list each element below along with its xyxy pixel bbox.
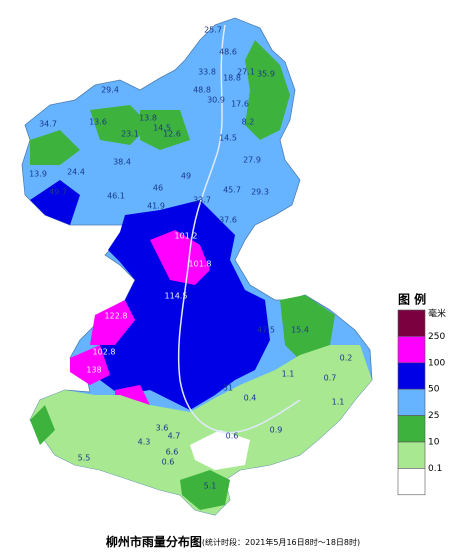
- legend-swatch: [397, 468, 426, 496]
- station-value: 101.2: [175, 232, 198, 241]
- legend-threshold: 250: [428, 332, 445, 342]
- station-value: 15.4: [291, 326, 309, 335]
- station-value: 25.7: [204, 26, 222, 35]
- station-value: 34.7: [39, 120, 57, 129]
- station-value: 46.1: [107, 192, 125, 201]
- region-50-100: [30, 180, 270, 410]
- station-value: 5.5: [78, 454, 91, 463]
- legend-threshold: 100: [428, 358, 445, 368]
- region-0.1-10: [30, 345, 372, 515]
- station-value: 12.6: [163, 130, 181, 139]
- station-value: 6.6: [166, 448, 179, 457]
- station-value: 37.6: [219, 216, 237, 225]
- station-value: 3.6: [156, 424, 169, 433]
- legend-threshold: 25: [428, 411, 439, 421]
- station-value: 29.4: [101, 86, 119, 95]
- station-value: 8.2: [242, 118, 255, 127]
- legend-threshold: 0.1: [428, 464, 442, 474]
- station-value: 0.6: [162, 458, 175, 467]
- station-value: 1.1: [332, 398, 345, 407]
- station-values: 25.7 48.6 33.8 27.1 35.9 18.8 48.830.9 17.6 29.4…: [29, 26, 352, 491]
- station-value: 35.9: [257, 70, 275, 79]
- station-value: 27.9: [243, 156, 261, 165]
- station-value: 138: [86, 366, 101, 375]
- subtitle: (统计时段：2021年5月16日8时～18日8时): [202, 537, 360, 547]
- title: 柳州市雨量分布图: [106, 534, 202, 549]
- station-value: 101.8: [189, 260, 212, 269]
- station-value: 14.5: [153, 124, 171, 133]
- station-value: 48.8: [193, 86, 211, 95]
- station-value: 33.8: [198, 68, 216, 77]
- station-value: 18.8: [223, 74, 241, 83]
- station-value: 23.1: [121, 130, 139, 139]
- station-value: 13.9: [29, 170, 47, 179]
- station-value: 14.5: [219, 134, 237, 143]
- station-value: 17.6: [231, 100, 249, 109]
- map-title: 柳州市雨量分布图(统计时段：2021年5月16日8时～18日8时): [106, 534, 360, 549]
- legend-threshold: 50: [428, 385, 440, 395]
- station-value: 102.8: [93, 348, 116, 357]
- station-value: 29.3: [251, 188, 269, 197]
- station-value: 1.1: [282, 370, 295, 379]
- region-10-25-south: [30, 405, 230, 510]
- station-value: 4.3: [138, 438, 151, 447]
- legend-swatch: [397, 415, 426, 443]
- station-value: 13.6: [89, 118, 107, 127]
- station-value: 46: [153, 184, 163, 193]
- station-value: 0.2: [340, 354, 353, 363]
- legend-swatch: [397, 388, 426, 416]
- station-value: 13.8: [139, 114, 157, 123]
- river: [177, 24, 301, 434]
- station-value: 24.4: [67, 168, 85, 177]
- map-regions: [21, 17, 373, 516]
- station-value: 48.6: [219, 48, 237, 57]
- legend-swatch: [397, 309, 426, 337]
- legend-title: 图 例: [398, 292, 426, 307]
- legend-swatch: [397, 362, 426, 390]
- station-value: 122.8: [105, 312, 128, 321]
- station-value: 0.4: [244, 394, 257, 403]
- legend-swatch: [397, 441, 426, 469]
- station-value: 4.7: [168, 432, 181, 441]
- station-value: 0.6: [226, 432, 239, 441]
- station-value: 47.5: [257, 326, 275, 335]
- legend: 毫米 250 100 50 25 10 0.1: [397, 308, 446, 496]
- station-value: 0.9: [270, 426, 283, 435]
- station-value: 31: [223, 384, 233, 393]
- region-below-0.1: [190, 430, 250, 470]
- station-value: 5.1: [204, 482, 217, 491]
- station-value: 38.4: [113, 158, 131, 167]
- station-value: 27.1: [237, 68, 255, 77]
- legend-unit: 毫米: [428, 308, 446, 320]
- station-value: 33.7: [193, 196, 211, 205]
- station-value: 114.5: [165, 292, 188, 301]
- station-value: 45.7: [223, 186, 241, 195]
- station-value: 30.9: [207, 96, 225, 105]
- station-value: 49.7: [49, 188, 67, 197]
- station-value: 0.7: [324, 374, 337, 383]
- region-10-25: [30, 40, 335, 360]
- legend-threshold: 10: [428, 438, 440, 448]
- station-value: 49: [181, 172, 191, 181]
- legend-swatch: [397, 336, 426, 364]
- station-value: 41.9: [147, 202, 165, 211]
- region-100-250: [70, 230, 210, 412]
